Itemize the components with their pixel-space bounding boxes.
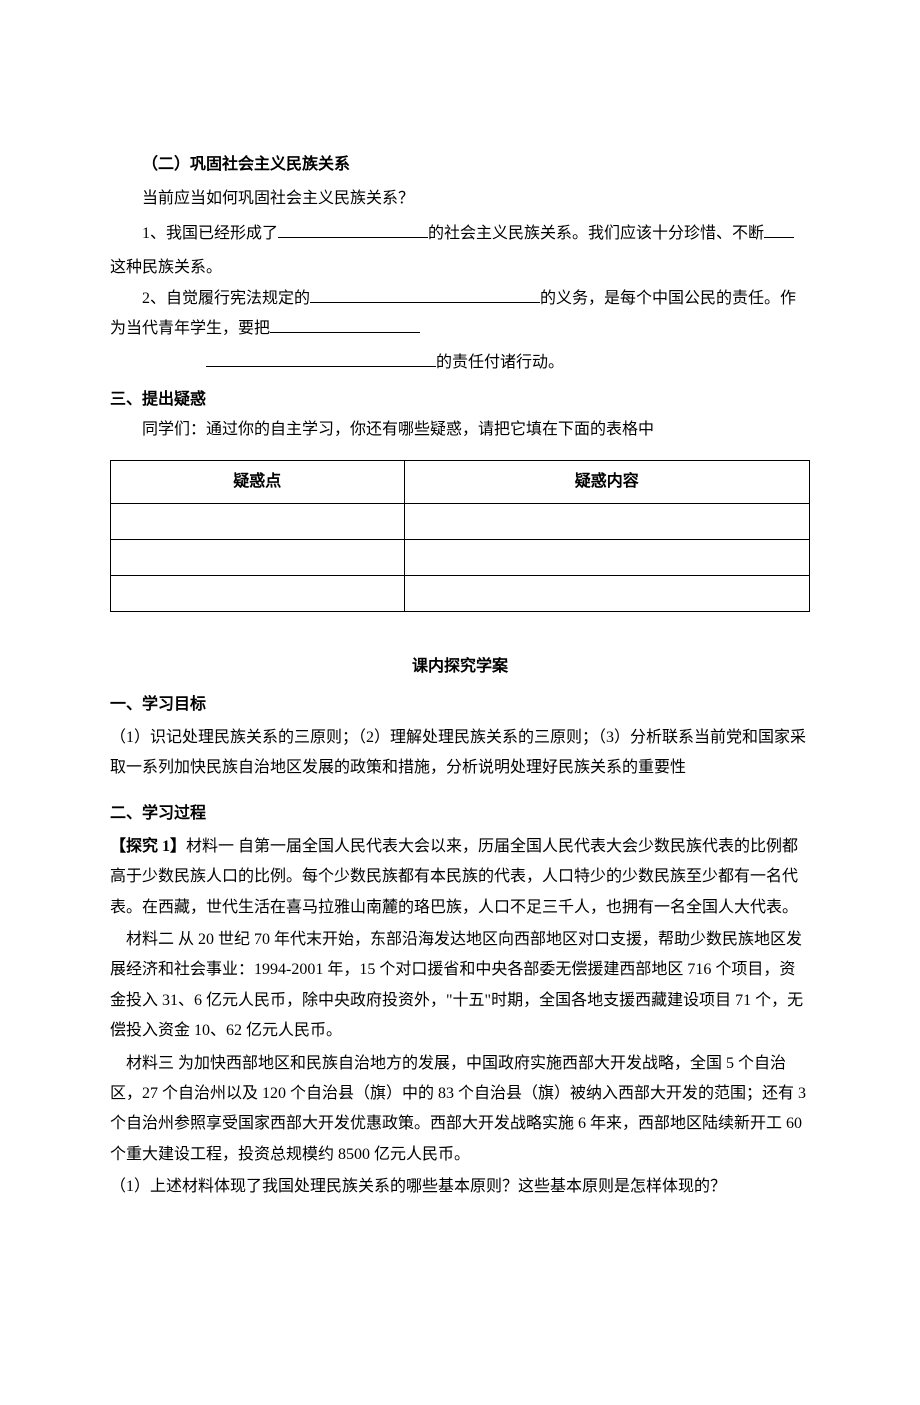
text-fragment: 的责任付诸行动。 [436,354,564,371]
inquiry-label: 【探究 1】 [110,838,186,855]
fill-blank[interactable] [206,351,436,367]
text-fragment: 1、我国已经形成了 [142,225,278,242]
section-b-heading: 三、提出疑惑 [110,385,810,415]
material-3: 材料三 为加快西部地区和民族自治地方的发展，中国政府实施西部大开发战略，全国 5… [110,1049,810,1171]
table-header-cell: 疑惑点 [111,460,405,503]
fill-blank[interactable] [310,287,540,303]
section-b-intro: 同学们：通过你的自主学习，你还有哪些疑惑，请把它填在下面的表格中 [110,415,810,445]
table-row [111,539,810,575]
section-a-item2: 2、自觉履行宪法规定的的义务，是每个中国公民的责任。作为当代青年学生，要把 [110,284,810,345]
section-a-question: 当前应当如何巩固社会主义民族关系？ [110,184,810,214]
text-fragment: 的社会主义民族关系。我们应该十分珍惜、不断 [428,225,764,242]
table-cell[interactable] [111,575,405,611]
table-cell[interactable] [404,539,809,575]
table-cell[interactable] [404,503,809,539]
inquiry-question-1: （1）上述材料体现了我国处理民族关系的哪些基本原则？这些基本原则是怎样体现的？ [110,1172,810,1202]
section-c-body: （1）识记处理民族关系的三原则；（2）理解处理民族关系的三原则；（3）分析联系当… [110,723,810,784]
section-d-heading: 二、学习过程 [110,799,810,829]
material-2: 材料二 从 20 世纪 70 年代末开始，东部沿海发达地区向西部地区对口支援，帮… [110,925,810,1047]
table-cell[interactable] [111,539,405,575]
material-1: 材料一 自第一届全国人民代表大会以来，历届全国人民代表大会少数民族代表的比例都高… [110,838,798,916]
table-cell[interactable] [111,503,405,539]
table-header-row: 疑惑点 疑惑内容 [111,460,810,503]
fill-blank[interactable] [764,222,794,238]
table-header-cell: 疑惑内容 [404,460,809,503]
text-fragment: 2、自觉履行宪法规定的 [142,290,310,307]
section-a-item2-cont: 的责任付诸行动。 [110,348,810,378]
section-a-item1-cont: 这种民族关系。 [110,253,810,283]
table-row [111,575,810,611]
section-a-heading: （二）巩固社会主义民族关系 [110,150,810,180]
table-cell[interactable] [404,575,809,611]
doubt-table: 疑惑点 疑惑内容 [110,460,810,612]
fill-blank[interactable] [278,222,428,238]
inquiry-1: 【探究 1】材料一 自第一届全国人民代表大会以来，历届全国人民代表大会少数民族代… [110,832,810,923]
section-a-item1: 1、我国已经形成了 的社会主义民族关系。我们应该十分珍惜、不断 [110,219,810,249]
inner-title: 课内探究学案 [110,652,810,682]
section-c-heading: 一、学习目标 [110,690,810,720]
fill-blank[interactable] [270,317,420,333]
table-row [111,503,810,539]
